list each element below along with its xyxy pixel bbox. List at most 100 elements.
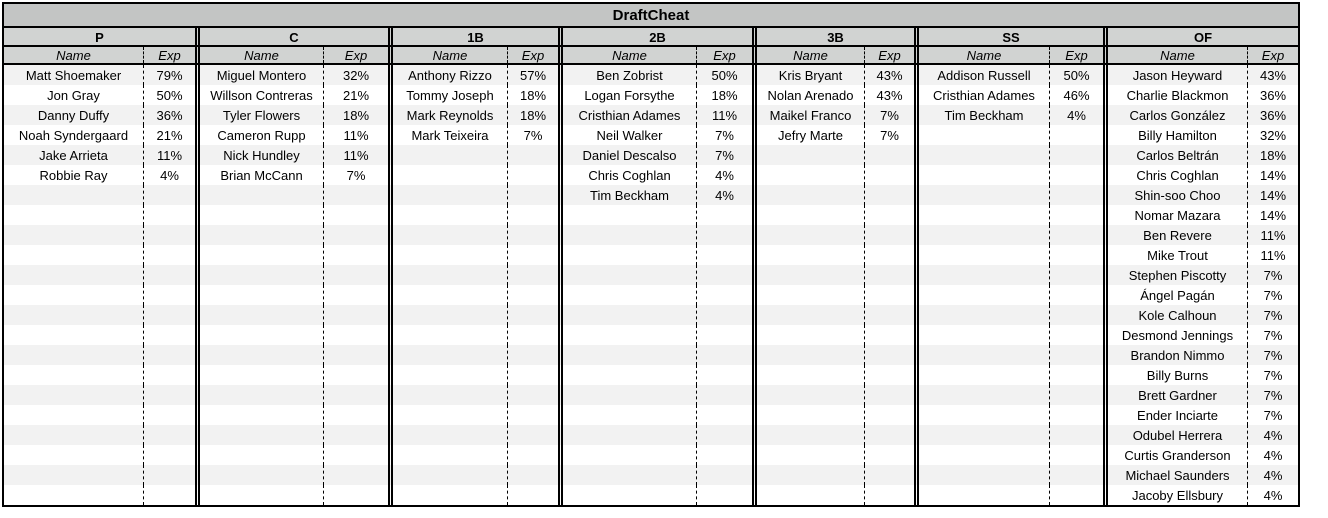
player-name-cell[interactable]: Tommy Joseph: [393, 85, 508, 105]
exp-cell[interactable]: 7%: [1263, 307, 1283, 323]
player-name-cell[interactable]: Carlos Beltrán: [1108, 145, 1248, 165]
exp-cell[interactable]: [1050, 145, 1103, 165]
exp-cell[interactable]: [865, 425, 914, 445]
exp-cell[interactable]: [865, 305, 914, 325]
exp-cell[interactable]: 11%: [711, 107, 738, 123]
exp-cell[interactable]: 7%: [1263, 327, 1283, 343]
player-name-cell[interactable]: Daniel Descalso: [563, 145, 697, 165]
exp-cell[interactable]: [324, 185, 388, 205]
player-name-cell[interactable]: [563, 205, 697, 225]
exp-cell[interactable]: [508, 405, 558, 425]
player-name-cell[interactable]: [919, 265, 1050, 285]
exp-cell[interactable]: 18%: [519, 87, 547, 103]
exp-cell[interactable]: 11%: [343, 127, 369, 143]
player-name-cell[interactable]: Danny Duffy: [4, 105, 144, 125]
exp-cell[interactable]: [508, 225, 558, 245]
player-name-cell[interactable]: [200, 265, 324, 285]
player-name-cell[interactable]: [393, 465, 508, 485]
position-header-1B[interactable]: 1B: [393, 28, 558, 47]
exp-cell[interactable]: [144, 225, 195, 245]
player-name-cell[interactable]: Shin-soo Choo: [1108, 185, 1248, 205]
player-name-cell[interactable]: Mark Teixeira: [393, 125, 508, 145]
exp-cell[interactable]: [1050, 365, 1103, 385]
player-name-cell[interactable]: [393, 265, 508, 285]
player-name-cell[interactable]: [4, 345, 144, 365]
player-name-cell[interactable]: [919, 185, 1050, 205]
exp-cell[interactable]: 14%: [1259, 167, 1287, 183]
exp-column-header[interactable]: Exp: [521, 47, 545, 63]
player-name-cell[interactable]: Jon Gray: [4, 85, 144, 105]
player-name-cell[interactable]: [200, 385, 324, 405]
exp-cell[interactable]: 7%: [1263, 407, 1283, 423]
player-name-cell[interactable]: [757, 325, 865, 345]
player-name-cell[interactable]: [4, 465, 144, 485]
name-column-header[interactable]: Name: [200, 47, 324, 63]
player-name-cell[interactable]: [563, 225, 697, 245]
exp-cell[interactable]: [508, 385, 558, 405]
exp-cell[interactable]: 18%: [1259, 147, 1287, 163]
exp-cell[interactable]: [508, 465, 558, 485]
player-name-cell[interactable]: Ben Revere: [1108, 225, 1248, 245]
exp-cell[interactable]: [144, 305, 195, 325]
player-name-cell[interactable]: [4, 285, 144, 305]
player-name-cell[interactable]: Mike Trout: [1108, 245, 1248, 265]
exp-column-header[interactable]: Exp: [158, 47, 181, 63]
player-name-cell[interactable]: [393, 425, 508, 445]
exp-cell[interactable]: 4%: [715, 187, 734, 203]
exp-column-header[interactable]: Exp: [1261, 47, 1285, 63]
player-name-cell[interactable]: [919, 385, 1050, 405]
exp-cell[interactable]: [324, 245, 388, 265]
exp-cell[interactable]: 57%: [519, 67, 547, 83]
player-name-cell[interactable]: [393, 325, 508, 345]
exp-column-header[interactable]: Exp: [1065, 47, 1088, 63]
exp-cell[interactable]: [508, 305, 558, 325]
exp-cell[interactable]: 14%: [1259, 207, 1287, 223]
player-name-cell[interactable]: [393, 405, 508, 425]
exp-cell[interactable]: [508, 325, 558, 345]
player-name-cell[interactable]: Robbie Ray: [4, 165, 144, 185]
exp-cell[interactable]: [697, 285, 752, 305]
exp-cell[interactable]: [865, 205, 914, 225]
player-name-cell[interactable]: [919, 305, 1050, 325]
exp-cell[interactable]: [508, 345, 558, 365]
player-name-cell[interactable]: [757, 405, 865, 425]
player-name-cell[interactable]: Desmond Jennings: [1108, 325, 1248, 345]
player-name-cell[interactable]: Matt Shoemaker: [4, 65, 144, 85]
player-name-cell[interactable]: Cameron Rupp: [200, 125, 324, 145]
exp-cell[interactable]: [865, 225, 914, 245]
exp-column-header[interactable]: Exp: [344, 47, 368, 63]
exp-cell[interactable]: [865, 185, 914, 205]
exp-cell[interactable]: [865, 365, 914, 385]
exp-cell[interactable]: 32%: [342, 67, 370, 83]
player-name-cell[interactable]: Willson Contreras: [200, 85, 324, 105]
player-name-cell[interactable]: Tim Beckham: [563, 185, 697, 205]
exp-cell[interactable]: [144, 325, 195, 345]
player-name-cell[interactable]: [919, 125, 1050, 145]
player-name-cell[interactable]: Billy Burns: [1108, 365, 1248, 385]
player-name-cell[interactable]: Chris Coghlan: [1108, 165, 1248, 185]
player-name-cell[interactable]: [4, 405, 144, 425]
exp-cell[interactable]: 4%: [160, 167, 179, 183]
player-name-cell[interactable]: [919, 425, 1050, 445]
position-header-OF[interactable]: OF: [1108, 28, 1298, 47]
player-name-cell[interactable]: [563, 385, 697, 405]
exp-cell[interactable]: [697, 445, 752, 465]
player-name-cell[interactable]: Curtis Granderson: [1108, 445, 1248, 465]
exp-cell[interactable]: [324, 325, 388, 345]
player-name-cell[interactable]: [4, 265, 144, 285]
exp-cell[interactable]: [324, 365, 388, 385]
player-name-cell[interactable]: Brett Gardner: [1108, 385, 1248, 405]
player-name-cell[interactable]: [393, 445, 508, 465]
exp-cell[interactable]: 36%: [1259, 87, 1287, 103]
position-header-3B[interactable]: 3B: [757, 28, 914, 47]
exp-cell[interactable]: [324, 385, 388, 405]
exp-cell[interactable]: 7%: [346, 167, 366, 183]
exp-cell[interactable]: [324, 405, 388, 425]
exp-cell[interactable]: 4%: [1263, 447, 1283, 463]
sheet-title[interactable]: DraftCheat: [4, 4, 1298, 28]
exp-cell[interactable]: [324, 225, 388, 245]
player-name-cell[interactable]: Nomar Mazara: [1108, 205, 1248, 225]
exp-cell[interactable]: 7%: [1263, 347, 1283, 363]
exp-cell[interactable]: [1050, 445, 1103, 465]
exp-cell[interactable]: [865, 385, 914, 405]
